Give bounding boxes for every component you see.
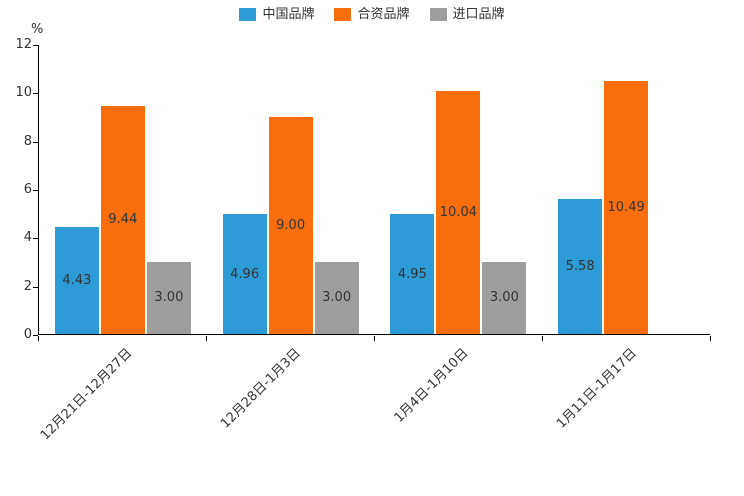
bar-value-label: 10.49 <box>607 199 645 215</box>
bar-group: 4.95 10.04 3.00 <box>375 45 543 334</box>
y-tick-label: 8 <box>23 133 32 149</box>
y-tick-label: 10 <box>15 85 32 101</box>
bar-合资品牌: 10.04 <box>436 91 481 334</box>
bar-group: 4.96 9.00 3.00 <box>207 45 375 334</box>
y-tick-mark <box>33 93 38 95</box>
bar-中国品牌: 4.43 <box>54 226 99 334</box>
y-tick-mark <box>33 335 38 336</box>
bar-进口品牌: 3.00 <box>146 261 191 334</box>
bar-value-label: 4.96 <box>230 266 260 282</box>
x-tick-mark <box>38 336 39 341</box>
legend-item-2[interactable]: 进口品牌 <box>429 7 505 22</box>
bar-value-label: 4.43 <box>62 272 92 288</box>
x-category-label: 12月21日-12月27日 <box>37 345 136 444</box>
legend-item-1[interactable]: 合资品牌 <box>334 7 410 22</box>
bar-value-label: 3.00 <box>489 290 519 306</box>
legend: 中国品牌 合资品牌 进口品牌 <box>0 8 744 21</box>
y-tick-mark <box>33 238 38 240</box>
y-tick-mark <box>33 141 38 143</box>
bar-合资品牌: 10.49 <box>604 80 649 334</box>
y-tick-label: 12 <box>15 37 32 52</box>
bar-group: 4.43 9.44 3.00 <box>39 45 207 334</box>
bar-value-label: 3.00 <box>154 290 184 306</box>
bar-合资品牌: 9.44 <box>100 105 145 334</box>
bar-value-label: 3.00 <box>322 290 352 306</box>
x-tick-mark <box>206 336 207 341</box>
bar-value-label: 10.04 <box>439 205 477 221</box>
y-tick-label: 4 <box>23 230 32 246</box>
y-tick-mark <box>33 45 38 46</box>
bar-中国品牌: 4.95 <box>390 214 435 334</box>
bar-value-label: 4.95 <box>397 266 427 282</box>
legend-label: 中国品牌 <box>262 7 315 22</box>
legend-swatch <box>239 8 257 21</box>
legend-label: 合资品牌 <box>357 7 410 22</box>
bar-group: 5.58 10.49 <box>542 45 710 334</box>
bar-value-label: 5.58 <box>565 259 595 275</box>
legend-item-0[interactable]: 中国品牌 <box>239 8 314 21</box>
legend-swatch <box>334 8 352 21</box>
plot-area: 4.43 9.44 3.00 4.96 9.00 3.00 4.95 10.04 3.00 5.5… <box>38 45 710 335</box>
bar-进口品牌: 3.00 <box>314 261 359 334</box>
bar-中国品牌: 4.96 <box>222 214 267 334</box>
bar-合资品牌: 9.00 <box>268 116 313 334</box>
x-tick-mark <box>710 336 711 341</box>
y-axis-unit-label: % <box>31 22 44 37</box>
bar-value-label: 9.00 <box>276 217 306 233</box>
bar-value-label: 9.44 <box>108 212 138 228</box>
y-tick-label: 0 <box>23 327 32 342</box>
y-tick-mark <box>33 190 38 191</box>
bar-中国品牌: 5.58 <box>558 199 603 334</box>
x-category-label: 1月11日-1月17日 <box>553 345 640 432</box>
legend-label: 进口品牌 <box>452 7 505 22</box>
bar-进口品牌: 3.00 <box>482 261 527 334</box>
y-tick-label: 2 <box>23 278 32 294</box>
x-tick-mark <box>374 336 375 341</box>
x-tick-mark <box>542 336 543 341</box>
y-tick-mark <box>33 286 38 288</box>
x-category-label: 1月4日-1月10日 <box>391 345 472 426</box>
y-tick-label: 6 <box>23 182 32 197</box>
legend-swatch <box>429 8 447 21</box>
x-category-label: 12月28日-1月3日 <box>217 345 304 432</box>
